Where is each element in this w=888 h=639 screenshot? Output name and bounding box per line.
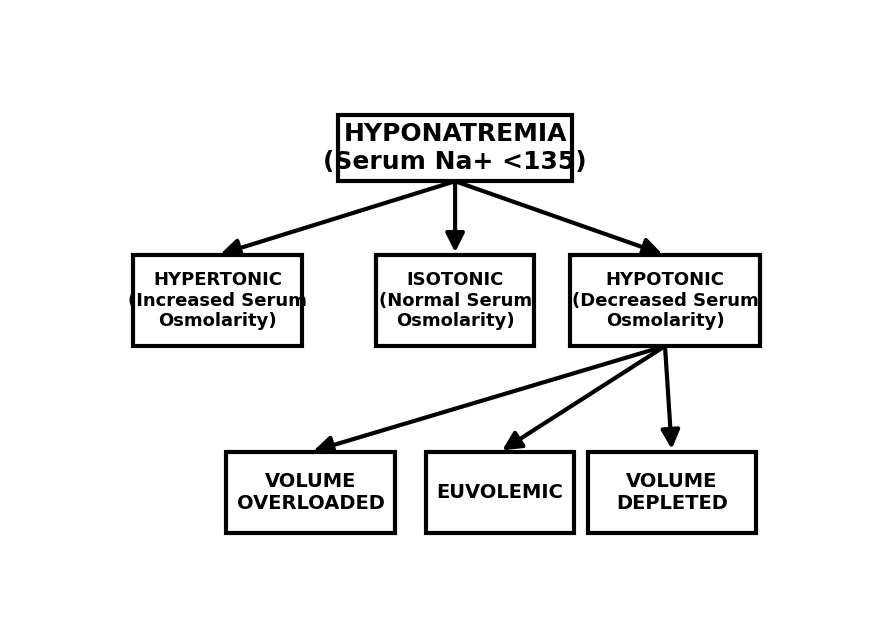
Text: EUVOLEMIC: EUVOLEMIC — [436, 483, 563, 502]
FancyBboxPatch shape — [133, 255, 302, 346]
Text: ISOTONIC
(Normal Serum
Osmolarity): ISOTONIC (Normal Serum Osmolarity) — [378, 271, 532, 330]
Text: HYPERTONIC
(Increased Serum
Osmolarity): HYPERTONIC (Increased Serum Osmolarity) — [128, 271, 307, 330]
FancyBboxPatch shape — [376, 255, 535, 346]
FancyBboxPatch shape — [226, 452, 395, 533]
Text: VOLUME
OVERLOADED: VOLUME OVERLOADED — [236, 472, 385, 513]
Text: HYPONATREMIA
(Serum Na+ <135): HYPONATREMIA (Serum Na+ <135) — [323, 122, 587, 174]
FancyBboxPatch shape — [338, 115, 572, 181]
Text: HYPOTONIC
(Decreased Serum
Osmolarity): HYPOTONIC (Decreased Serum Osmolarity) — [572, 271, 758, 330]
FancyBboxPatch shape — [570, 255, 759, 346]
FancyBboxPatch shape — [588, 452, 757, 533]
Text: VOLUME
DEPLETED: VOLUME DEPLETED — [616, 472, 728, 513]
FancyBboxPatch shape — [426, 452, 574, 533]
